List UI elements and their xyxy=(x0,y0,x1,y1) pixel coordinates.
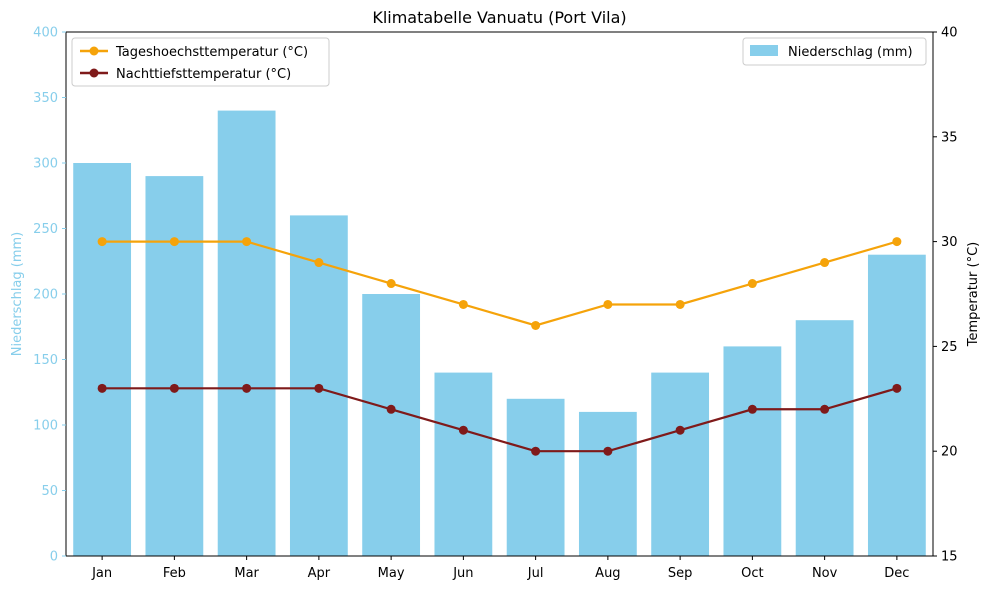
left-tick-label: 50 xyxy=(41,484,58,499)
temp-point-0-feb xyxy=(169,237,179,247)
x-tick-label-mar: Mar xyxy=(234,566,259,581)
x-tick-label-jul: Jul xyxy=(527,566,544,581)
precip-bar-jun xyxy=(434,372,493,556)
temp-point-0-jun xyxy=(458,299,468,309)
temp-point-0-mar xyxy=(242,237,252,247)
temp-point-0-jan xyxy=(97,237,107,247)
legend-bar-swatch xyxy=(750,45,778,56)
x-tick-label-aug: Aug xyxy=(595,566,620,581)
precipitation-bars xyxy=(73,110,926,556)
temp-point-0-apr xyxy=(314,258,324,268)
right-axis-title: Temperatur (°C) xyxy=(966,242,981,348)
temp-point-1-mar xyxy=(242,383,252,393)
temp-point-1-apr xyxy=(314,383,324,393)
x-axis: Jan Feb Mar Apr May Jun Jul Aug Sep Oct Nov Dec xyxy=(91,556,909,581)
right-tick-label: 40 xyxy=(941,26,958,41)
x-tick-label-jun: Jun xyxy=(452,566,473,581)
chart-title: Klimatabelle Vanuatu (Port Vila) xyxy=(372,8,626,27)
left-axis: 0 50 100 150 200 250 300 350 400 xyxy=(33,26,66,565)
legend-marker-high xyxy=(89,46,99,56)
x-tick-label-nov: Nov xyxy=(812,566,838,581)
temp-point-0-nov xyxy=(820,258,830,268)
temp-point-1-jul xyxy=(531,446,541,456)
right-tick-label: 20 xyxy=(941,445,958,460)
temp-point-1-nov xyxy=(820,404,830,414)
temp-point-0-may xyxy=(386,279,396,289)
temp-point-1-oct xyxy=(747,404,757,414)
left-tick-label: 200 xyxy=(33,288,58,303)
legend-bars: Niederschlag (mm) xyxy=(742,37,927,66)
right-tick-label: 25 xyxy=(941,340,958,355)
temp-point-0-aug xyxy=(603,299,613,309)
x-tick-label-feb: Feb xyxy=(163,566,186,581)
precip-bar-sep xyxy=(651,372,710,556)
temp-point-1-feb xyxy=(169,383,179,393)
precip-bar-oct xyxy=(723,346,782,556)
right-tick-label: 15 xyxy=(941,550,958,565)
left-tick-label: 0 xyxy=(50,550,58,565)
precip-bar-nov xyxy=(795,320,854,556)
temp-point-1-may xyxy=(386,404,396,414)
left-tick-label: 350 xyxy=(33,91,58,106)
temp-point-0-dec xyxy=(892,237,902,247)
legend-lines-box xyxy=(71,37,330,87)
precip-bar-jul xyxy=(506,398,565,556)
temp-point-0-sep xyxy=(675,299,685,309)
temp-point-0-jul xyxy=(531,320,541,330)
right-axis: 15 20 25 30 35 40 xyxy=(933,26,958,565)
left-tick-label: 250 xyxy=(33,222,58,237)
left-tick-label: 100 xyxy=(33,419,58,434)
left-axis-title: Niederschlag (mm) xyxy=(10,232,25,357)
x-tick-label-apr: Apr xyxy=(308,566,331,581)
left-tick-label: 400 xyxy=(33,26,58,41)
temp-point-1-aug xyxy=(603,446,613,456)
left-tick-label: 150 xyxy=(33,353,58,368)
precip-bar-jan xyxy=(73,163,132,556)
legend-label-high: Tageshoechsttemperatur (°C) xyxy=(115,45,308,60)
precip-bar-aug xyxy=(578,411,637,556)
legend-label-low: Nachttiefsttemperatur (°C) xyxy=(116,67,291,82)
x-tick-label-dec: Dec xyxy=(884,566,909,581)
left-tick-label: 300 xyxy=(33,157,58,172)
temp-line-0 xyxy=(102,240,898,327)
temp-line-1 xyxy=(102,387,898,453)
right-tick-label: 30 xyxy=(941,235,958,250)
precip-bar-feb xyxy=(145,176,204,556)
temp-point-0-oct xyxy=(747,279,757,289)
temperature-lines xyxy=(97,237,902,456)
x-tick-label-jan: Jan xyxy=(91,566,112,581)
precip-bar-may xyxy=(362,294,421,556)
legend-bars-box xyxy=(742,37,927,66)
legend-lines: Tageshoechsttemperatur (°C) Nachttiefstt… xyxy=(71,37,330,87)
x-tick-label-sep: Sep xyxy=(668,566,693,581)
legend-marker-low xyxy=(89,68,99,78)
temp-point-1-sep xyxy=(675,425,685,435)
right-tick-label: 35 xyxy=(941,130,958,145)
x-tick-label-may: May xyxy=(378,566,405,581)
precip-bar-dec xyxy=(867,254,926,556)
x-tick-label-oct: Oct xyxy=(741,566,763,581)
precip-bar-mar xyxy=(217,110,276,556)
temp-point-1-dec xyxy=(892,383,902,393)
legend-label-precip: Niederschlag (mm) xyxy=(788,45,913,60)
temp-point-1-jan xyxy=(97,383,107,393)
temp-point-1-jun xyxy=(458,425,468,435)
